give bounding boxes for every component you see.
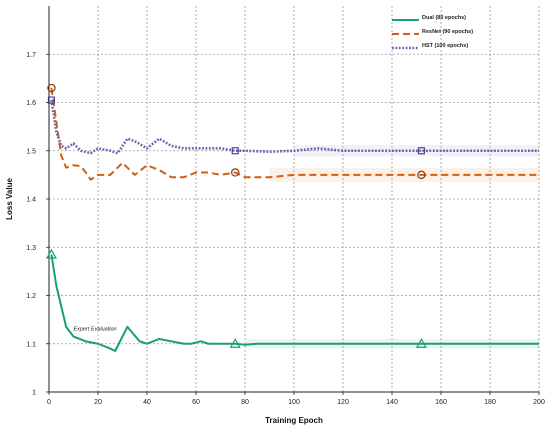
x-tick-label: 20: [94, 399, 102, 406]
triangle-marker: [415, 338, 427, 348]
annotations: Expert Evaluation: [74, 327, 117, 333]
y-tick-label: 1.1: [26, 341, 36, 348]
x-tick-label: 200: [533, 399, 545, 406]
x-tick-label: 100: [288, 399, 300, 406]
y-tick-label: 1.7: [26, 52, 36, 59]
annotation-text: Expert Evaluation: [74, 327, 117, 333]
x-tick-label: 120: [337, 399, 349, 406]
triangle-marker: [45, 248, 57, 259]
series-markers: [45, 83, 427, 348]
grid-lines: [49, 6, 540, 392]
series-line: [50, 254, 539, 352]
legend-label: Dual (80 epochs): [422, 15, 466, 21]
y-tick-label: 1.2: [26, 293, 36, 300]
legend-label: HST (100 epochs): [422, 43, 468, 49]
y-axis-title: Loss Value: [5, 178, 14, 220]
x-tick-label: 160: [435, 399, 447, 406]
x-axis-title: Training Epoch: [265, 416, 323, 425]
y-tick-label: 1: [32, 390, 36, 397]
square-marker: [417, 147, 425, 155]
y-tick-labels: 1 1.1 1.2 1.3 1.4 1.5 1.6 1.7: [26, 52, 49, 397]
series-line: [50, 87, 539, 181]
x-tick-label: 80: [241, 399, 249, 406]
legend-label: ResNet (90 epochs): [422, 29, 473, 35]
x-tick-labels: 0 20 40 60 80 100 120 140 160 180 200: [47, 392, 545, 406]
square-marker: [47, 96, 56, 104]
triangle-marker: [229, 338, 241, 348]
y-tick-label: 1.5: [26, 148, 36, 155]
square-marker: [231, 147, 239, 155]
x-tick-label: 40: [143, 399, 151, 406]
series-line: [50, 99, 539, 155]
x-tick-label: 140: [386, 399, 398, 406]
x-tick-label: 180: [484, 399, 496, 406]
y-tick-label: 1.3: [26, 245, 36, 252]
y-tick-label: 1.4: [26, 197, 36, 204]
x-tick-label: 0: [47, 399, 51, 406]
circle-marker: [230, 168, 240, 177]
legend: Dual (80 epochs) ResNet (90 epochs) HST (1…: [392, 15, 473, 50]
circle-marker: [47, 83, 56, 93]
x-tick-label: 60: [192, 399, 200, 406]
circle-marker: [417, 170, 426, 180]
y-tick-label: 1.6: [26, 100, 36, 107]
series-lines: [50, 87, 539, 352]
